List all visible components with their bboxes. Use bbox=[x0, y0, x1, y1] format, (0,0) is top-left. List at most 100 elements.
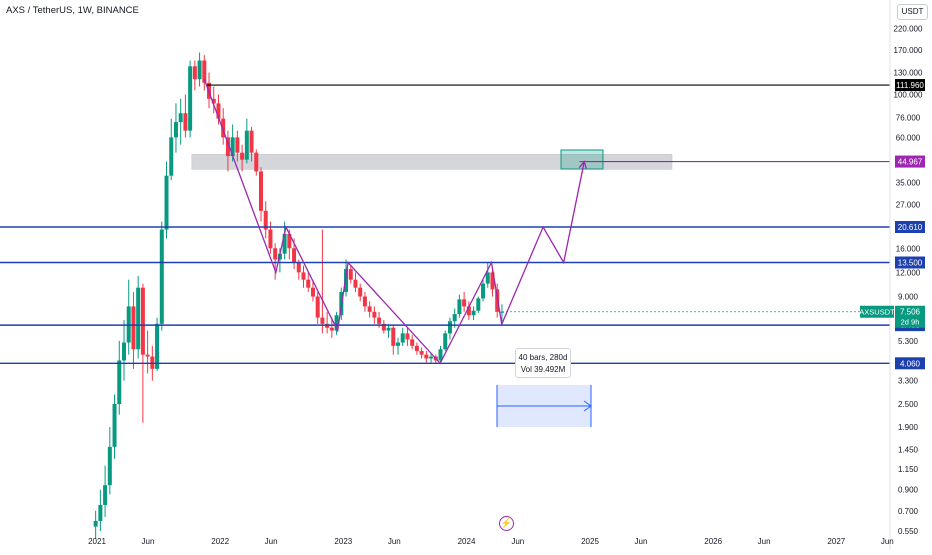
candle-body bbox=[121, 342, 126, 361]
y-tick-label: 35.000 bbox=[896, 179, 921, 188]
candle-body bbox=[315, 296, 320, 318]
level-badge-text: 44.967 bbox=[898, 158, 923, 167]
candle-body bbox=[377, 317, 382, 324]
x-tick-label: 2027 bbox=[827, 537, 845, 546]
currency-unit-button[interactable]: USDT bbox=[897, 4, 928, 20]
candle-body bbox=[263, 210, 268, 230]
candle-body bbox=[183, 113, 188, 131]
candle-body bbox=[244, 130, 249, 160]
candle-body bbox=[159, 229, 164, 324]
y-tick-label: 2.500 bbox=[898, 400, 919, 409]
y-tick-label: 16.000 bbox=[896, 244, 921, 253]
level-badge bbox=[895, 155, 925, 168]
candle-body bbox=[178, 113, 183, 123]
candle-body bbox=[462, 299, 467, 307]
candle-body bbox=[254, 152, 259, 172]
x-tick-label: Jun bbox=[142, 537, 155, 546]
candle-body bbox=[117, 360, 122, 404]
level-badge bbox=[895, 79, 925, 92]
symbol-badge bbox=[860, 305, 894, 318]
candle-body bbox=[301, 272, 306, 280]
candle-body bbox=[287, 233, 292, 249]
candle-body bbox=[202, 60, 207, 83]
x-tick-label: 2024 bbox=[458, 537, 476, 546]
level-badge-text: 4.060 bbox=[900, 359, 921, 368]
candle-body bbox=[424, 354, 429, 359]
candle-body bbox=[405, 333, 410, 340]
candle-body bbox=[443, 333, 448, 350]
candle-body bbox=[481, 283, 486, 299]
candle-body bbox=[395, 342, 400, 346]
candle-body bbox=[258, 171, 263, 211]
candle-body bbox=[457, 299, 462, 315]
y-tick-label: 1.900 bbox=[898, 423, 919, 432]
candle-body bbox=[211, 98, 216, 104]
tooltip-bars: 40 bars, 280d bbox=[518, 353, 568, 362]
candle-body bbox=[353, 279, 358, 288]
candle-body bbox=[230, 137, 235, 157]
lightning-icon[interactable]: ⚡ bbox=[499, 516, 514, 531]
candle-body bbox=[362, 296, 367, 307]
x-tick-label: Jun bbox=[758, 537, 771, 546]
tooltip-volume: Vol 39.492M bbox=[520, 365, 566, 374]
candle-body bbox=[164, 175, 169, 230]
candle-body bbox=[192, 66, 197, 80]
candle-body bbox=[490, 272, 495, 290]
candle-body bbox=[452, 314, 457, 322]
candle-body bbox=[329, 327, 334, 331]
candle-body bbox=[145, 354, 150, 357]
pattern-path bbox=[203, 78, 503, 365]
candle-body bbox=[173, 122, 178, 138]
x-tick-label: Jun bbox=[265, 537, 278, 546]
x-tick-label: 2026 bbox=[704, 537, 722, 546]
candle-body bbox=[485, 272, 490, 284]
level-badge bbox=[895, 256, 925, 269]
candle-body bbox=[93, 520, 98, 527]
candle-body bbox=[155, 323, 160, 369]
target-box bbox=[560, 149, 604, 170]
candle-body bbox=[466, 306, 471, 316]
candle-body bbox=[136, 287, 141, 350]
candle-body bbox=[438, 349, 443, 361]
candle-body bbox=[386, 327, 391, 331]
candle-body bbox=[225, 137, 230, 157]
candle-body bbox=[391, 327, 396, 346]
candle-body bbox=[282, 233, 287, 254]
level-badge-text: 20.610 bbox=[898, 223, 923, 232]
level-badge bbox=[895, 221, 925, 234]
candle-body bbox=[240, 152, 245, 160]
candle-body bbox=[235, 137, 240, 153]
candle-body bbox=[429, 356, 434, 359]
projection-path bbox=[501, 161, 585, 325]
candle-body bbox=[344, 268, 349, 292]
candle-body bbox=[98, 504, 103, 521]
y-tick-label: 1.450 bbox=[898, 446, 919, 455]
candle-body bbox=[410, 339, 415, 346]
candle-body bbox=[348, 268, 353, 280]
chart-title: AXS / TetherUS, 1W, BINANCE bbox=[6, 5, 139, 16]
candle-body bbox=[306, 279, 311, 288]
candle-body bbox=[381, 323, 386, 331]
candle-body bbox=[358, 287, 363, 297]
candle-body bbox=[216, 103, 221, 119]
candle-body bbox=[273, 248, 278, 260]
candle-body bbox=[334, 315, 339, 331]
level-badge bbox=[895, 357, 925, 370]
candle-body bbox=[107, 446, 112, 486]
candle-body bbox=[131, 306, 136, 350]
y-tick-label: 60.000 bbox=[896, 133, 921, 142]
y-tick-label: 3.300 bbox=[898, 377, 919, 386]
candle-body bbox=[320, 317, 325, 324]
x-tick-label: 2021 bbox=[88, 537, 106, 546]
last-price-badge bbox=[895, 305, 925, 328]
measure-tooltip: 40 bars, 280d Vol 39.492M bbox=[515, 348, 571, 378]
y-tick-label: 100.000 bbox=[894, 91, 923, 100]
x-tick-label: Jun bbox=[388, 537, 401, 546]
symbol-badge-text: AXSUSDT bbox=[859, 308, 895, 317]
x-tick-label: Jun bbox=[635, 537, 648, 546]
candle-body bbox=[310, 287, 315, 297]
candle-body bbox=[372, 311, 377, 318]
level-badge-text: 111.960 bbox=[896, 81, 924, 90]
